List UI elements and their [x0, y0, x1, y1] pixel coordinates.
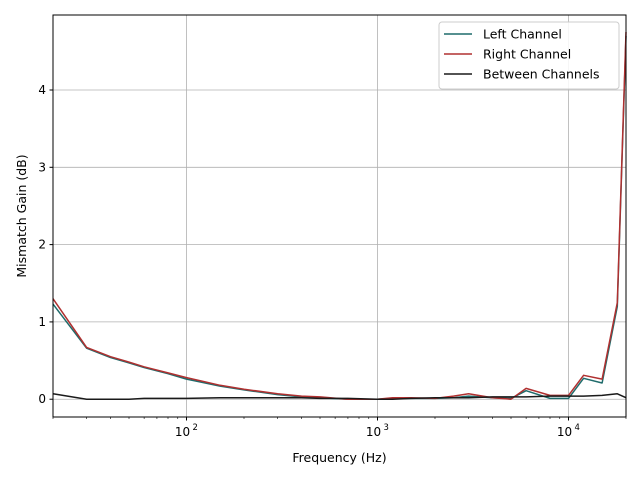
- x-tick-label: 10: [175, 425, 190, 439]
- grid: [53, 15, 626, 417]
- plot-frame: [52, 14, 627, 418]
- y-tick-label: 4: [38, 83, 46, 97]
- legend-label: Between Channels: [483, 67, 600, 82]
- legend-label: Left Channel: [483, 27, 562, 42]
- x-axis-label: Frequency (Hz): [292, 450, 386, 465]
- x-tick-label: 10: [366, 425, 381, 439]
- y-tick-label: 0: [38, 392, 46, 406]
- y-tick-label: 2: [38, 238, 46, 252]
- series-lines: [52, 31, 627, 400]
- x-tick-label-exponent: 3: [384, 423, 389, 433]
- y-tick-label: 3: [38, 160, 46, 174]
- series-line-between-channels: [52, 393, 627, 400]
- series-line-left-channel: [52, 35, 627, 400]
- x-tick-label-exponent: 4: [575, 423, 580, 433]
- y-tick-label: 1: [38, 315, 46, 329]
- legend: Left Channel Right Channel Between Channel…: [438, 21, 620, 90]
- x-tick-label-exponent: 2: [193, 423, 198, 433]
- x-tick-label: 10: [557, 425, 572, 439]
- y-axis-label: Mismatch Gain (dB): [14, 154, 29, 277]
- legend-label: Right Channel: [483, 47, 571, 62]
